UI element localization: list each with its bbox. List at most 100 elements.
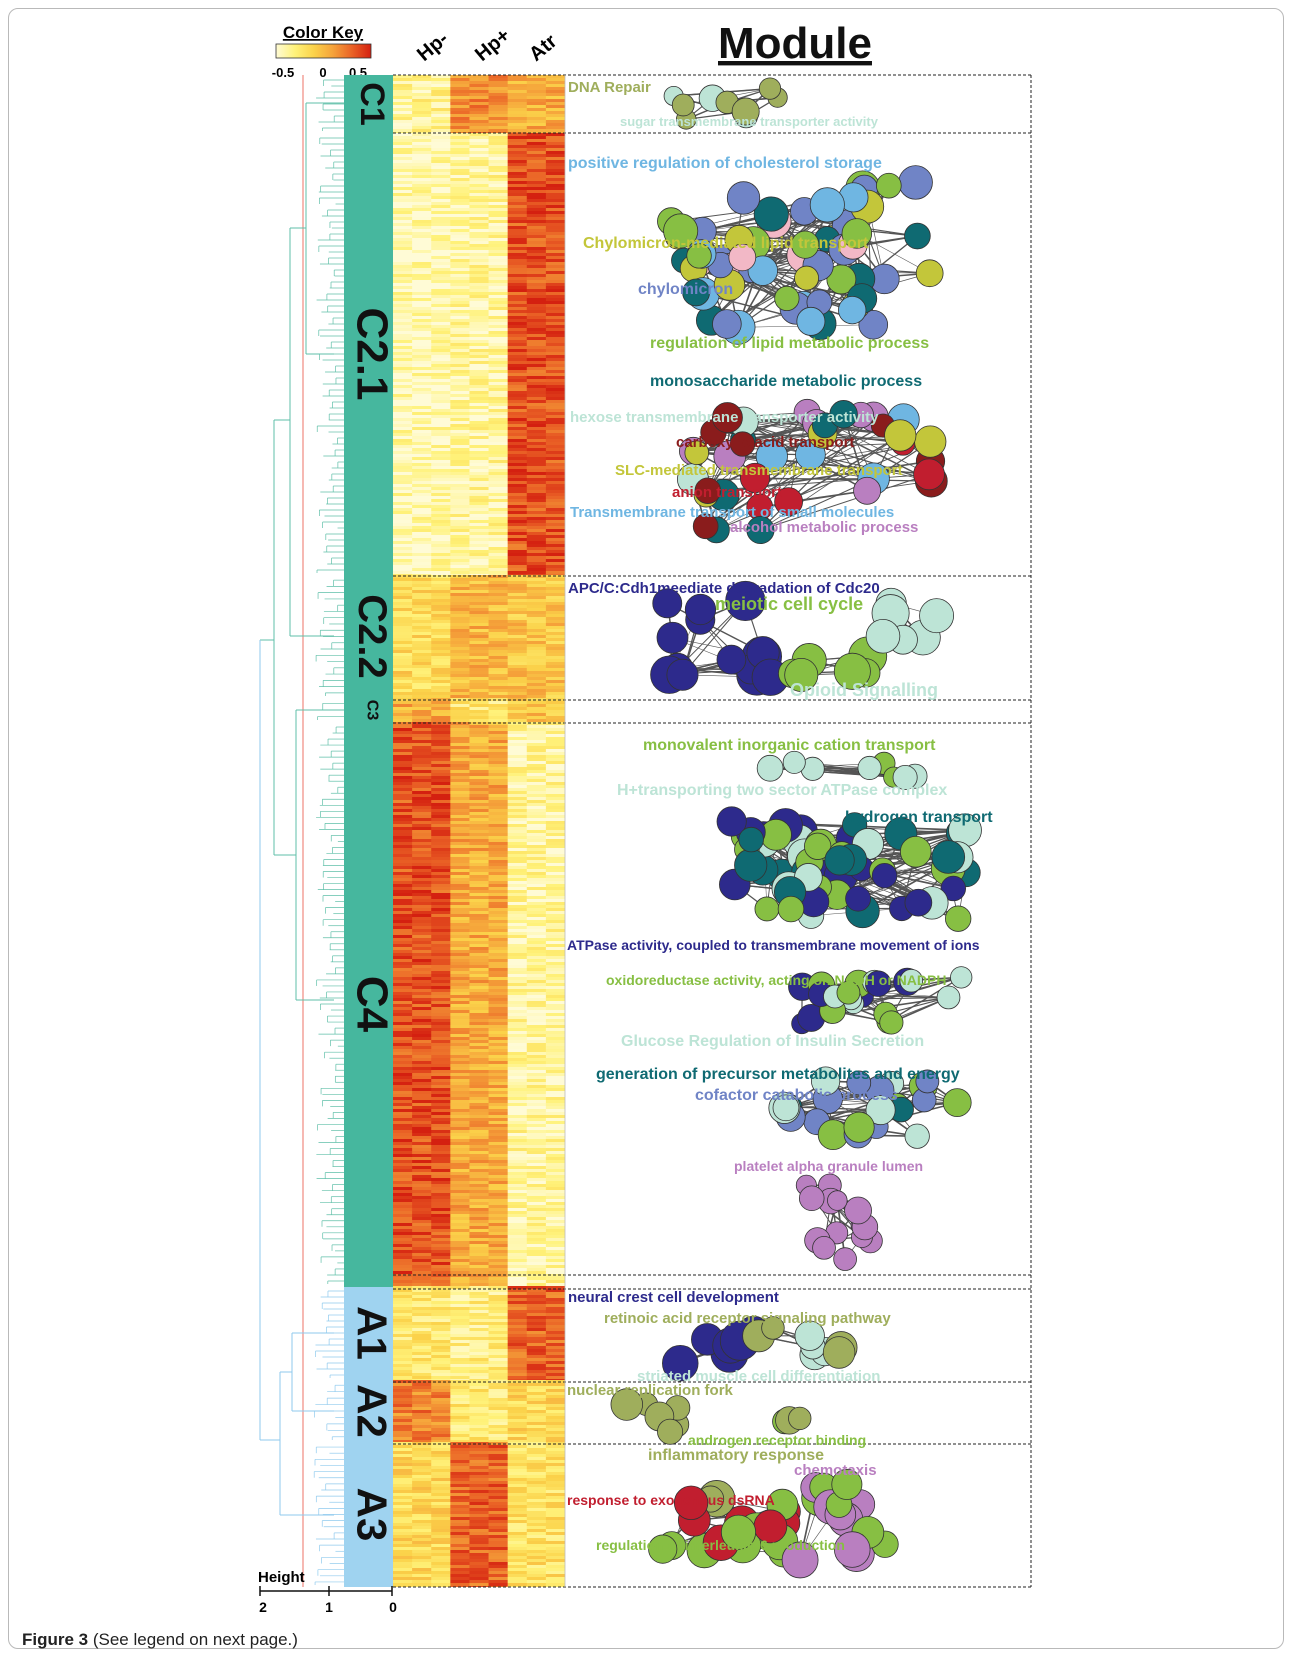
network-node xyxy=(728,243,757,272)
network-node xyxy=(747,255,778,286)
cluster-label: C3 xyxy=(364,700,381,721)
module-label: APC/C:Cdh1meediate degradation of Cdc20 xyxy=(568,580,880,597)
module-label: striated muscle cell differentiation xyxy=(637,1368,880,1385)
network-node xyxy=(812,1235,836,1260)
module-label: sugar transmembrane transporter activity xyxy=(620,114,879,129)
network-node xyxy=(682,278,710,307)
network-node xyxy=(899,835,932,868)
color-key-tick: -0.5 xyxy=(272,65,294,80)
network-node xyxy=(899,968,924,993)
module-label: inflammatory response xyxy=(648,1447,824,1464)
network-node xyxy=(892,764,918,790)
module-title: Module xyxy=(718,19,872,68)
network-a2-green xyxy=(772,1406,812,1435)
height-axis-label: Height xyxy=(258,1569,305,1586)
network-node xyxy=(940,875,966,902)
cluster-label: C2.1 xyxy=(348,308,397,401)
module-label: monovalent inorganic cation transport xyxy=(643,737,936,754)
network-node xyxy=(844,1196,872,1225)
module-label: positive regulation of cholesterol stora… xyxy=(568,155,882,172)
network-node xyxy=(761,1316,785,1340)
module-networks xyxy=(610,77,982,1579)
module-label: alcohol metabolic process xyxy=(730,519,918,536)
network-node xyxy=(712,309,742,339)
module-label: neural crest cell development xyxy=(568,1289,779,1306)
network-node xyxy=(755,440,788,473)
network-node xyxy=(915,259,944,288)
network-node xyxy=(652,588,683,619)
height-tick-0: 0 xyxy=(389,1599,397,1615)
network-node xyxy=(824,845,855,876)
module-label: regulation of lipid metabolic process xyxy=(650,335,929,352)
network-c2-1-sugar xyxy=(677,398,948,545)
network-node xyxy=(774,487,803,516)
network-a1-mint xyxy=(742,1316,858,1371)
network-node xyxy=(817,1119,849,1151)
height-axis: Height 2 1 0 xyxy=(258,1569,397,1615)
network-node xyxy=(798,1185,825,1212)
network-c2-2-navy xyxy=(650,580,790,696)
module-label: DNA Repair xyxy=(568,79,651,96)
network-node xyxy=(758,77,782,100)
module-label: meiotic cell cycle xyxy=(715,594,863,614)
network-c2-2-green xyxy=(778,636,888,692)
module-label: generation of precursor metabolites and … xyxy=(596,1066,960,1083)
network-node xyxy=(919,598,955,634)
network-node xyxy=(711,402,743,434)
network-a2-olive xyxy=(610,1388,691,1445)
network-node xyxy=(694,477,722,504)
network-node xyxy=(829,400,858,429)
network-node xyxy=(879,1010,904,1035)
network-node xyxy=(915,1069,940,1094)
network-node xyxy=(726,181,761,215)
network-node xyxy=(796,306,826,336)
cluster-label: A3 xyxy=(349,1488,396,1542)
network-node xyxy=(663,213,699,249)
column-header: Hp- xyxy=(413,28,453,66)
network-node xyxy=(657,1418,684,1445)
figure-caption: Figure 3 (See legend on next page.) xyxy=(22,1630,298,1650)
network-node xyxy=(809,187,845,223)
column-header: Hp+ xyxy=(471,24,515,65)
network-node xyxy=(781,1541,819,1579)
module-label: SLC-mediated transmembrane transport xyxy=(615,462,903,479)
network-node xyxy=(898,165,933,200)
figure-frame xyxy=(8,8,1284,1649)
network-node xyxy=(772,1094,800,1122)
cluster-label: A2 xyxy=(349,1384,396,1438)
network-c1 xyxy=(663,77,788,130)
color-key-tick: 0 xyxy=(319,65,326,80)
cluster-label: A1 xyxy=(349,1306,396,1360)
network-node xyxy=(913,458,945,491)
network-node xyxy=(904,1123,930,1149)
network-node xyxy=(692,513,719,540)
module-boxes xyxy=(393,74,1032,1588)
module-label: hydrogen transport xyxy=(845,809,993,826)
module-label: retinoic acid receptor signaling pathway xyxy=(604,1310,891,1327)
network-node xyxy=(662,1345,699,1382)
network-node xyxy=(746,515,775,545)
module-label: anion transport xyxy=(672,484,782,501)
dendrogram xyxy=(259,75,344,1587)
network-node xyxy=(684,440,710,466)
network-node xyxy=(671,93,695,117)
network-node xyxy=(945,905,972,932)
network-node xyxy=(841,218,873,249)
module-label: Chylomicron-mediated lipid transport xyxy=(583,235,869,252)
module-label: nuclear replication fork xyxy=(567,1382,734,1399)
column-header: Atr xyxy=(525,30,561,66)
network-node xyxy=(838,295,867,325)
heatmap xyxy=(393,75,565,1587)
network-c4-main xyxy=(716,806,982,932)
module-label: regulation of interleukin-6 production xyxy=(596,1537,845,1553)
network-node xyxy=(684,593,717,626)
module-labels: DNA Repair sugar transmembrane transporte… xyxy=(567,79,993,1553)
network-node xyxy=(754,896,780,922)
network-node xyxy=(876,172,902,199)
module-label: chylomicron xyxy=(638,281,733,298)
network-node xyxy=(833,652,871,690)
network-node xyxy=(803,832,832,860)
module-label: hexose transmembrane transporter activit… xyxy=(570,409,879,426)
network-node xyxy=(729,431,756,457)
